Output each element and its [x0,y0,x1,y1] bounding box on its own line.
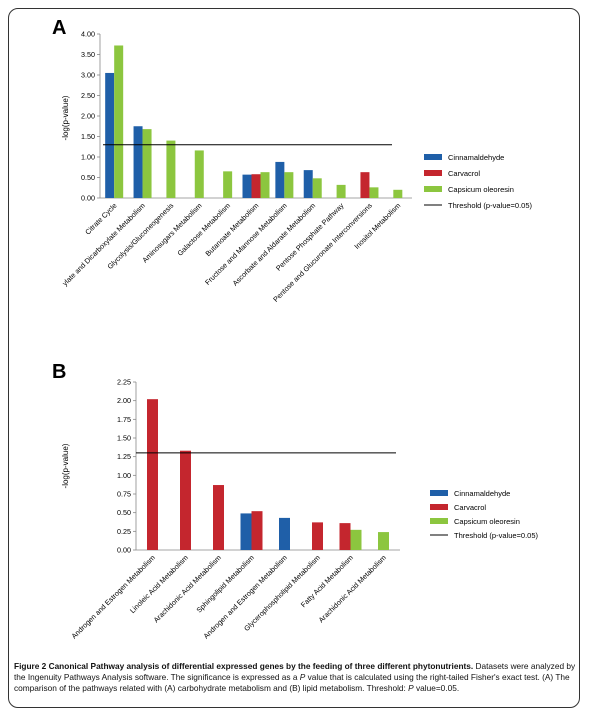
panel-a-bar-capsicum-oleoresin-7 [284,172,294,198]
panel-a-x-tick-label: Butanoate Metabolism [203,201,260,258]
caption-p: P [299,672,306,682]
caption-text-3: value=0.05. [413,683,460,693]
panel-a-y-tick-label: 0.00 [81,194,95,203]
caption-text-1: Datasets were analyzed by the Ingenuity … [14,661,576,682]
panel-a-bar-cinnamaldehyde-7 [275,161,285,198]
panel-b-bar-cinnamaldehyde-5 [279,517,290,550]
panel-a-bar-capsicum-oleoresin-3 [166,140,176,198]
panel-a-bar-carvacrol-10 [360,172,370,198]
panel-a-legend-label-carvacrol: Carvacrol [448,169,480,178]
panel-a-legend: Cinnamaldehyde Carvacrol Capsicum oleoresi… [424,153,533,210]
panel-b-bar-capsicum-oleoresin-8 [378,532,389,550]
panel-a-legend-swatch-carvacrol [424,170,442,176]
panel-b-legend-label-carvacrol: Carvacrol [454,503,486,512]
panel-b-bars [136,399,396,550]
panel-a-bar-capsicum-oleoresin-5 [223,171,233,198]
panel-a-bar-capsicum-oleoresin-4 [194,150,204,198]
panel-b-y-tick-label: 1.00 [117,471,131,480]
panel-a-y-tick-label: 3.00 [81,71,95,80]
panel-b-ylabel: -log(p-value) [61,443,70,488]
panel-b-bar-carvacrol-4 [251,511,263,550]
panel-a-y-tick-label: 2.50 [81,91,95,100]
panel-a-bar-cinnamaldehyde-1 [105,72,115,198]
panel-b-y-tick-label: 0.00 [117,546,131,555]
panel-a-legend-label-cinnamaldehyde: Cinnamaldehyde [448,153,504,162]
panel-b-x-tick-labels: Androgen and Estrogen MetabolismLinoleic… [69,553,387,640]
panel-a-bar-capsicum-oleoresin-1 [114,45,124,199]
panel-b-x-tick-label: Linoleic Acid Metabolism [128,553,190,615]
panel-b-bar-carvacrol-3 [213,485,224,550]
panel-a-ylabel: -log(p-value) [61,95,70,140]
panel-b-y-tick-label: 0.50 [117,508,131,517]
panel-b-bar-cinnamaldehyde-4 [240,513,252,550]
panel-a-bar-cinnamaldehyde-2 [133,126,143,198]
panel-a-y-tick-label: 3.50 [81,50,95,59]
panel-a-y-tick-label: 4.00 [81,30,95,39]
panel-b-bar-carvacrol-1 [147,399,158,550]
panel-b: B -log(p-value) 0.00 0.25 0.50 0.75 1.00 1.25… [52,361,539,640]
panel-a-bar-capsicum-oleoresin-2 [142,129,152,198]
panel-a-bar-capsicum-oleoresin-8 [312,178,322,198]
panel-b-bar-carvacrol-7 [339,523,351,550]
panel-a-bar-cinnamaldehyde-8 [303,170,313,198]
panel-a-y-tick-label: 2.00 [81,112,95,121]
panel-a-y-tick-label: 1.00 [81,153,95,162]
panel-b-y-tick-label: 0.25 [117,527,131,536]
figure-frame [8,8,580,708]
panel-b-bar-carvacrol-2 [180,450,191,550]
panel-a-bars [103,45,403,199]
panel-a-legend-label-capsicum-oleoresin: Capsicum oleoresin [448,185,514,194]
panel-b-legend-swatch-carvacrol [430,504,448,510]
panel-a-label: A [52,17,66,39]
panel-a-y-tick-label: 0.50 [81,173,95,182]
panel-a-bar-capsicum-oleoresin-10 [369,187,379,198]
panel-b-y-tick-label: 2.00 [117,396,131,405]
panel-b-x-tick-label: Arachidonic Acid Metabolism [317,553,388,624]
panel-a-bar-capsicum-oleoresin-6 [260,172,270,198]
panel-b-legend-label-cinnamaldehyde: Cinnamaldehyde [454,489,510,498]
panel-a-x-tick-label: Galactose Metabolism [175,201,232,258]
panel-b-legend-label-capsicum-oleoresin: Capsicum oleoresin [454,517,520,526]
panel-b-legend-swatch-capsicum-oleoresin [430,518,448,524]
panel-a-legend-swatch-cinnamaldehyde [424,154,442,160]
panel-b-y-tick-label: 1.75 [117,415,131,424]
panel-b-y-tick-label: 0.75 [117,490,131,499]
panel-a-bar-capsicum-oleoresin-9 [336,184,346,198]
panel-a-y-tick-label: 1.50 [81,132,95,141]
panel-a-legend-swatch-capsicum-oleoresin [424,186,442,192]
panel-b-y-tick-label: 1.50 [117,434,131,443]
panel-a-bar-capsicum-oleoresin-11 [393,189,403,198]
caption-title: Figure 2 Canonical Pathway analysis of d… [14,661,474,671]
panel-a-legend-label-threshold-p-value-0-05: Threshold (p-value=0.05) [448,201,533,210]
panel-a: A -log(p-value) 0.00 0.50 1.00 1.50 2.00 2.50… [52,17,533,304]
panel-b-bar-capsicum-oleoresin-7 [350,529,362,550]
figure-caption: Figure 2 Canonical Pathway analysis of d… [14,661,576,694]
panel-b-x-tick-label: Arachidonic Acid Metabolism [152,553,223,624]
panel-b-bar-carvacrol-6 [312,522,323,550]
panel-a-bar-cinnamaldehyde-6 [242,174,252,198]
panel-b-label: B [52,361,66,383]
panel-b-legend-label-threshold-p-value-0-05: Threshold (p-value=0.05) [454,531,539,540]
caption-p-2: P [408,683,414,693]
panel-a-bar-carvacrol-6 [251,174,261,198]
panel-b-legend: Cinnamaldehyde Carvacrol Capsicum oleoresi… [430,489,539,540]
caption-text-2: value that is calculated using the right… [14,672,570,693]
panel-b-y-tick-label: 1.25 [117,452,131,461]
panel-b-legend-swatch-cinnamaldehyde [430,490,448,496]
panel-a-y-axis: 0.00 0.50 1.00 1.50 2.00 2.50 3.00 3.50 4.00 [81,30,412,203]
panel-b-x-tick-label: Sphingolipid Metabolism [194,553,255,614]
panel-b-y-tick-label: 2.25 [117,378,131,387]
